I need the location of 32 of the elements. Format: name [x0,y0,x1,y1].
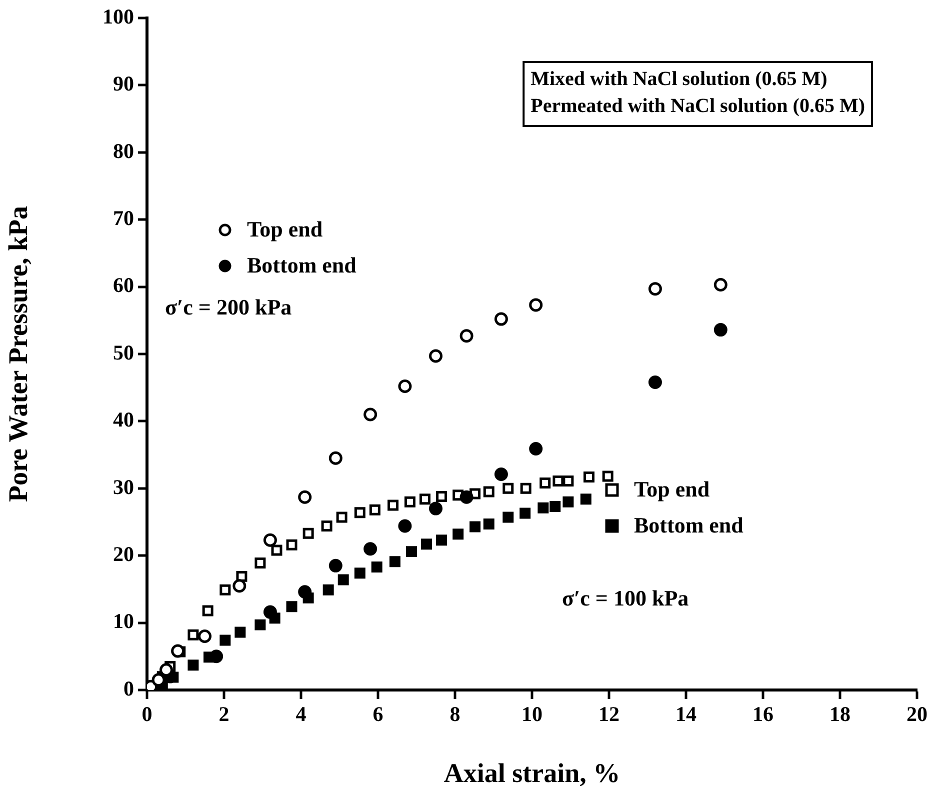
legend-label: Bottom end [634,512,744,538]
y-tick-label: 90 [113,72,134,96]
x-tick-label: 10 [522,702,542,726]
annotation: σ′c = 200 kPa [165,294,292,320]
x-tick-label: 6 [372,702,384,726]
y-tick-label: 50 [113,340,134,364]
x-tick-label: 14 [676,702,697,726]
y-tick-label: 60 [113,273,134,298]
y-tick-label: 40 [113,408,134,432]
annotation: Permeated with NaCl solution (0.65 M) [530,95,866,118]
x-tick-label: 0 [142,702,152,726]
x-tick-label: 18 [830,702,850,726]
legend-label: Top end [634,476,710,502]
x-tick-label: 16 [752,702,774,726]
annotation: Mixed with NaCl solution (0.65 M) [530,68,828,90]
y-axis-title: Pore Water Pressure, kPa [3,206,34,502]
x-tick-label: 12 [598,702,620,726]
legend-label: Bottom end [247,252,356,278]
x-tick-label: 20 [906,702,928,726]
legend-label: Top end [247,216,323,242]
y-tick-label: 70 [113,206,134,230]
y-tick-label: 0 [124,676,134,700]
x-tick-label: 2 [218,702,230,726]
x-tick-label: 4 [296,702,307,726]
y-tick-label: 80 [113,138,134,163]
y-tick-label: 10 [113,609,134,634]
annotation: σ′c = 100 kPa [562,586,689,611]
x-tick-label: 8 [450,702,460,726]
y-tick-label: 20 [113,542,134,566]
y-tick-label: 100 [102,4,134,28]
y-tick-label: 30 [113,474,134,499]
x-axis-title: Axial strain, % [444,758,620,788]
